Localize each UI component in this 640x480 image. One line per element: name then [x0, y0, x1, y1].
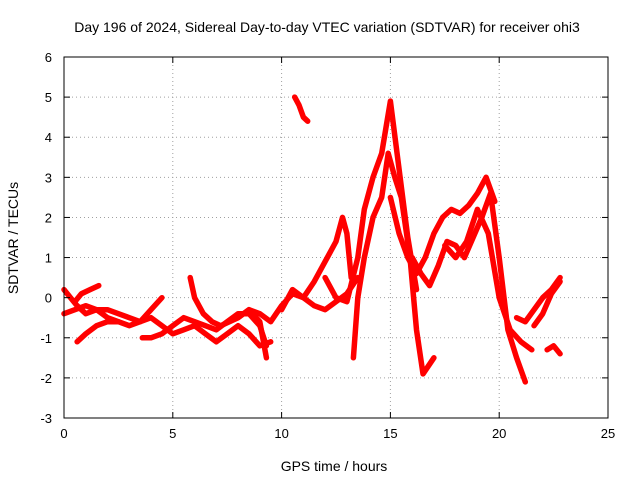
y-tick-label: 6	[45, 50, 52, 65]
axis-ticks: 0 5 10 15 20 25 -3 -2 -1 0 1 2 3 4 5 6	[40, 50, 615, 441]
y-tick-label: -3	[40, 411, 52, 426]
plot-frame	[63, 56, 609, 419]
x-axis-label: GPS time / hours	[281, 458, 388, 474]
series-sat-l-markers	[388, 173, 497, 277]
series-sat-d	[74, 318, 122, 345]
series-sat-c-markers	[72, 283, 101, 304]
series-sat-i-markers	[279, 211, 353, 312]
x-tick-label: 0	[60, 426, 67, 441]
y-tick-label: 4	[45, 130, 52, 145]
y-axis-label: SDTVAR / TECUs	[5, 182, 21, 294]
series-sat-p-markers	[531, 279, 563, 328]
series-sat-f-markers	[188, 275, 269, 360]
x-tick-label: 25	[601, 426, 615, 441]
x-tick-label: 15	[383, 426, 397, 441]
y-tick-label: -1	[40, 331, 52, 346]
series-sat-q-markers	[545, 343, 563, 356]
y-tick-label: -2	[40, 371, 52, 386]
data-series	[61, 94, 563, 385]
y-tick-label: 1	[45, 251, 52, 266]
y-tick-label: 0	[45, 291, 52, 306]
y-tick-label: 3	[45, 170, 52, 185]
x-tick-label: 5	[169, 426, 176, 441]
x-tick-label: 10	[274, 426, 288, 441]
series-sat-n-markers	[442, 205, 534, 352]
y-tick-label: 5	[45, 90, 52, 105]
series-sat-h-markers	[292, 95, 310, 124]
chart-title: Day 196 of 2024, Sidereal Day-to-day VTE…	[74, 19, 580, 35]
y-tick-label: 2	[45, 210, 52, 225]
series-sat-k-markers	[351, 152, 436, 378]
x-tick-label: 20	[492, 426, 506, 441]
series-sat-d-markers	[74, 320, 120, 344]
series-sat-m	[409, 190, 529, 385]
